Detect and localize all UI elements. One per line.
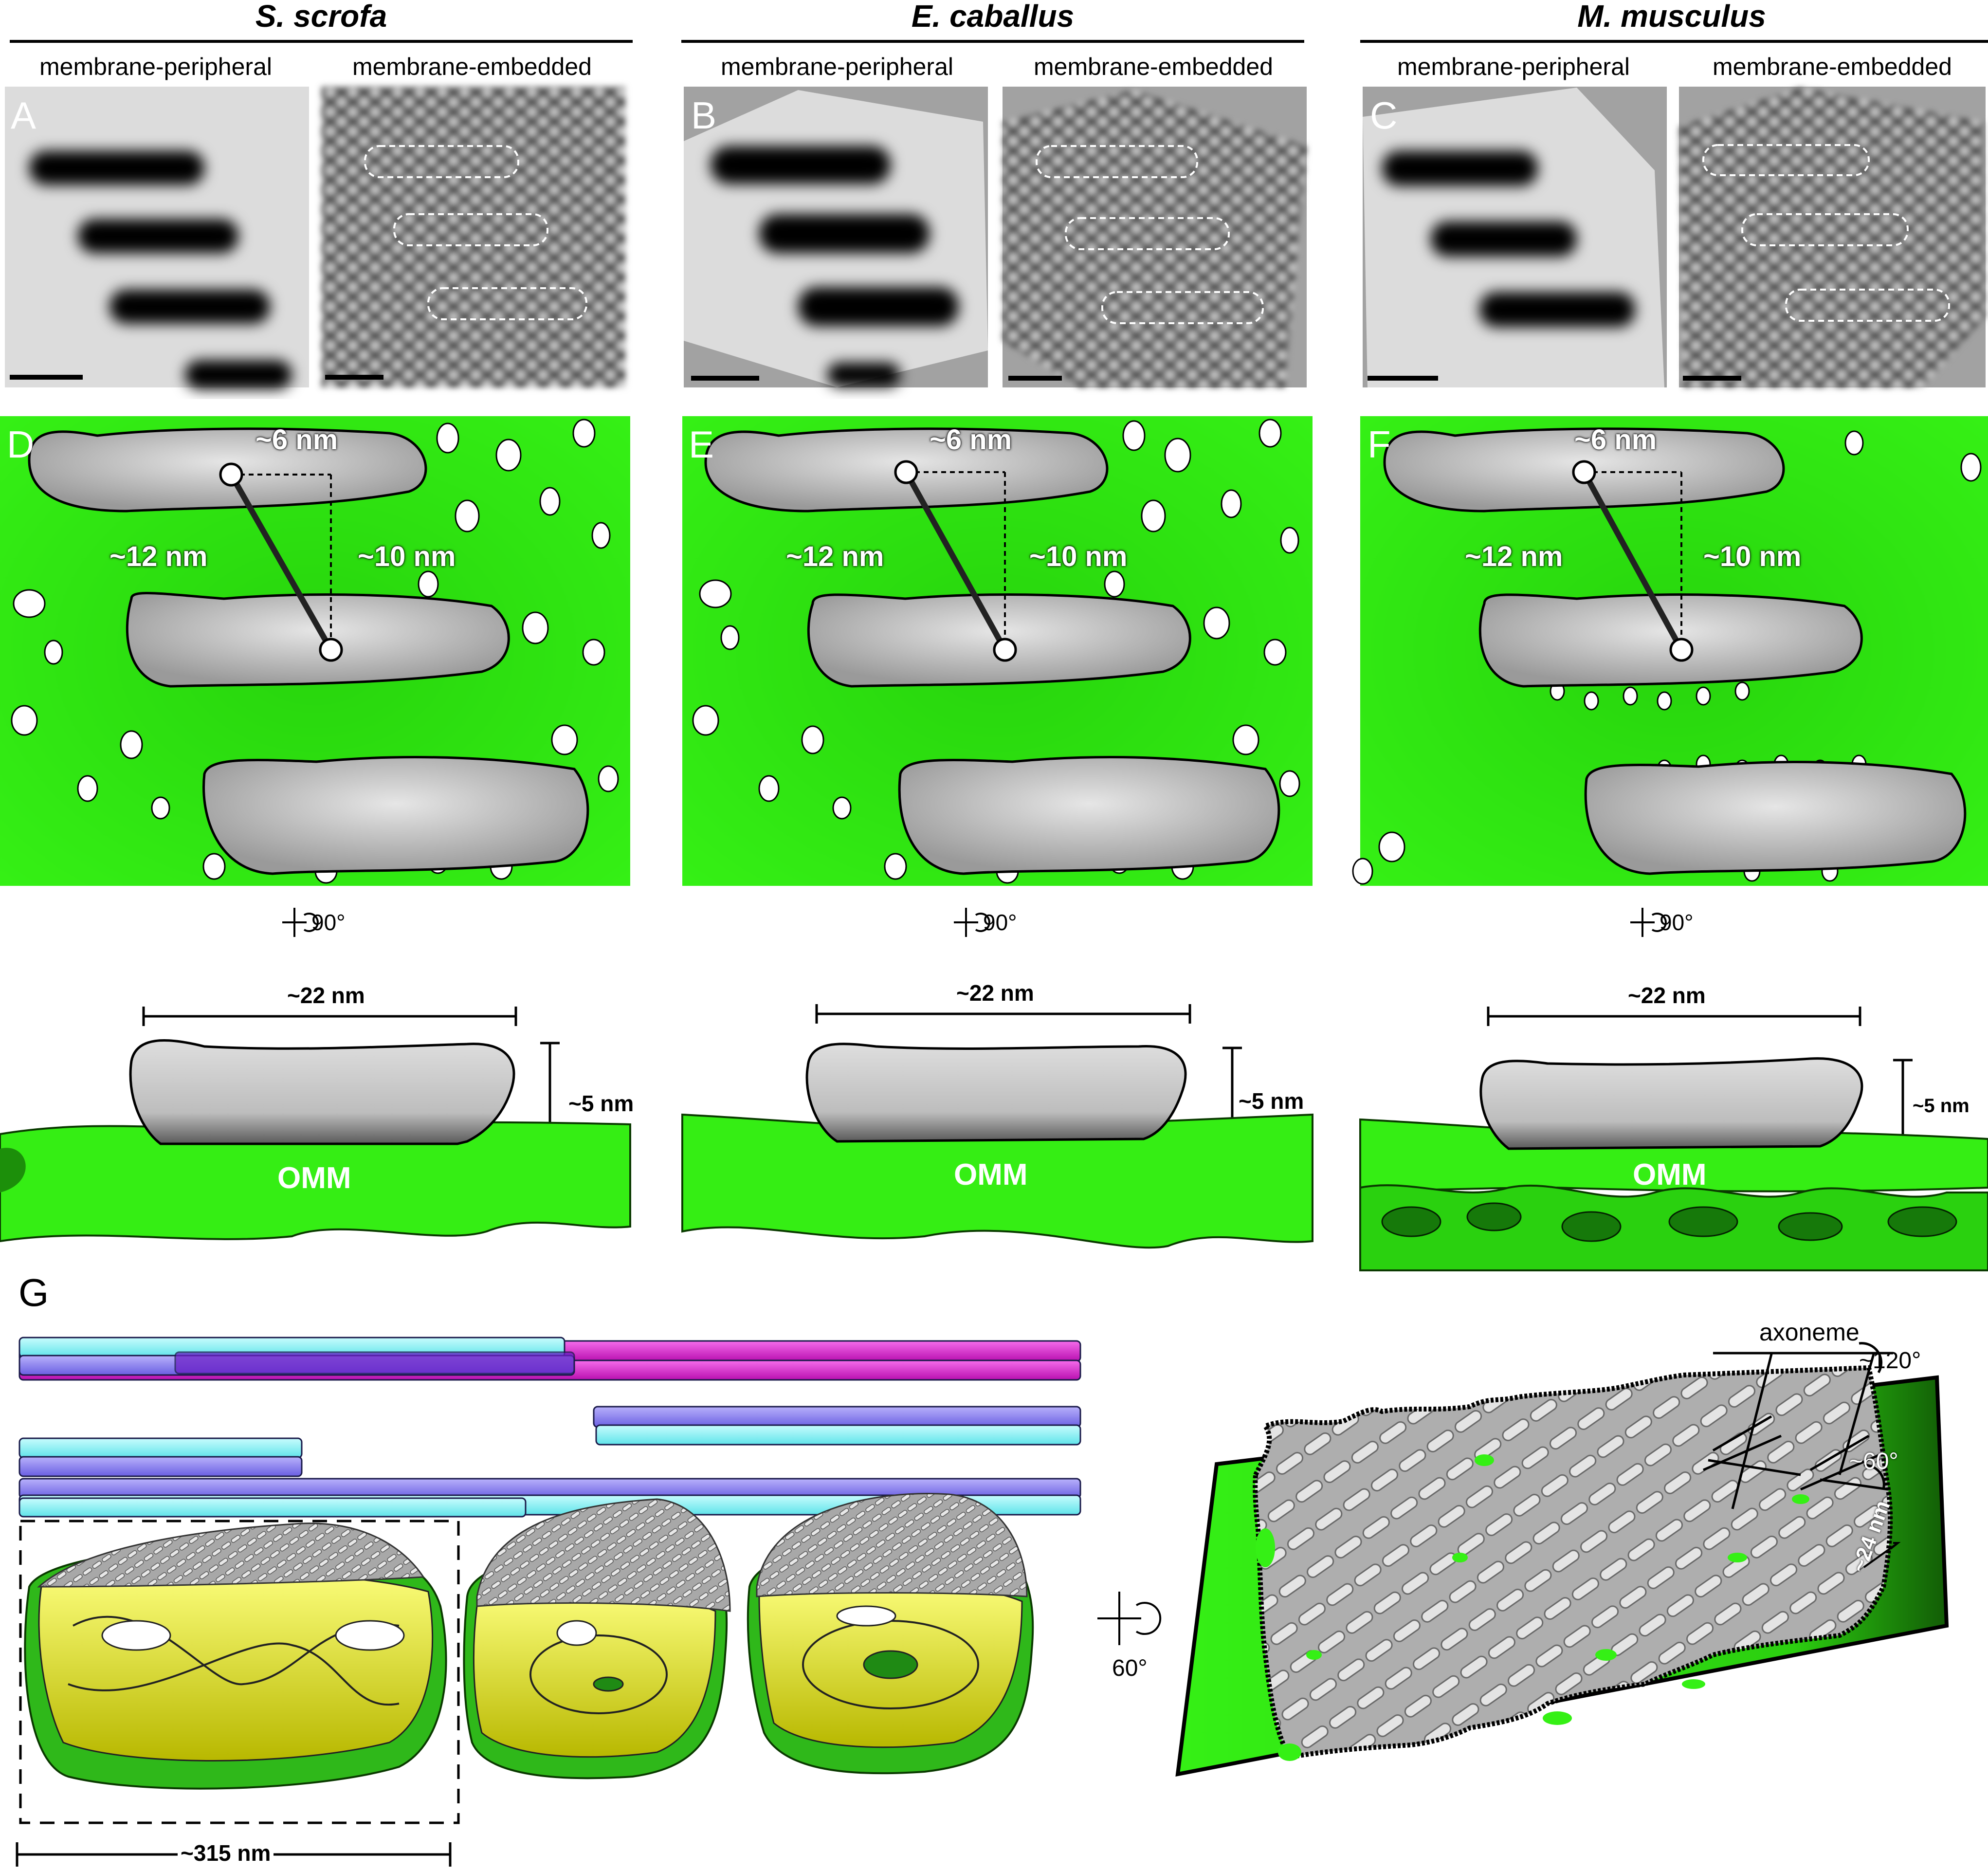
axoneme-label: axoneme [1759,1319,1860,1346]
panel-letter: B [691,94,717,137]
side-views-row [0,1004,1988,1271]
width-label: ~22 nm [287,983,365,1008]
angle-label: ~120° [1859,1348,1921,1374]
header-rule [10,40,633,43]
rotation-icon [1097,1592,1162,1645]
omm-label: OMM [277,1161,351,1195]
subpanel-label: membrane-embedded [1034,53,1273,80]
cross-section-3 [747,1493,1034,1775]
subpanel-label: membrane-peripheral [720,53,953,80]
panel-d-lattice [0,416,630,886]
diagonal-label: ~12 nm [109,541,208,572]
rotation-label: 60° [1112,1655,1148,1681]
panel-f-lattice [1352,416,1988,886]
rotation-label: 90° [311,910,346,935]
panel-letter: F [1368,423,1391,466]
subpanel-label: membrane-peripheral [1397,53,1630,80]
vertical-label: ~10 nm [1029,541,1128,572]
vertical-label: ~10 nm [358,541,456,572]
density-panels-row [5,87,1986,389]
width-label: ~22 nm [1628,983,1706,1008]
species-title: S. scrofa [255,0,387,34]
subpanel-label: membrane-embedded [1713,53,1952,80]
rotation-label: 90° [983,910,1017,935]
offset-label: ~6 nm [930,424,1012,456]
scale-label: ~315 nm [178,1840,274,1866]
panel-c-peripheral-image [1363,87,1667,387]
cross-section-1 [24,1522,447,1790]
subpanel-label: membrane-peripheral [39,53,272,80]
side-view-2 [681,1004,1313,1249]
species-title: M. musculus [1577,0,1766,34]
header-rule [1360,40,1988,43]
angle-label: ~60° [1849,1449,1898,1474]
lattice-3d-view [1175,1342,1949,1777]
panel-a-peripheral-image [5,87,309,389]
panel-c-embedded-image [1679,87,1986,387]
panel-a-embedded-image [321,87,625,387]
diagonal-label: ~12 nm [1465,541,1563,572]
panel-letter: G [18,1271,49,1314]
tubule-bundle [18,1337,1081,1518]
panel-b-embedded-image [1003,87,1307,387]
offset-label: ~6 nm [1574,424,1657,456]
width-label: ~22 nm [956,980,1034,1006]
vertical-label: ~10 nm [1703,541,1802,572]
panel-b-peripheral-image [684,87,988,387]
side-view-1 [0,1007,631,1243]
side-view-3 [1359,1007,1988,1271]
omm-label: OMM [1633,1158,1707,1192]
panel-e-lattice [682,416,1313,886]
panel-letter: A [11,94,36,137]
height-label: ~5 nm [1913,1095,1970,1117]
omm-label: OMM [954,1158,1028,1192]
panel-letter: E [689,423,714,466]
rotation-label: 90° [1660,910,1694,935]
subpanel-label: membrane-embedded [352,53,592,80]
header-rule [681,40,1304,43]
height-label: ~5 nm [568,1091,634,1116]
offset-label: ~6 nm [255,424,338,456]
cross-section-2 [463,1498,731,1779]
diagonal-label: ~12 nm [786,541,884,572]
panel-letter: C [1370,94,1398,137]
lattice-views-row [0,416,1988,886]
height-label: ~5 nm [1239,1088,1304,1114]
panel-g-graphics [16,1337,1949,1867]
selection-box [19,1520,460,1824]
species-title: E. caballus [911,0,1075,34]
panel-letter: D [7,423,35,466]
rotation-indicators [282,908,1667,937]
